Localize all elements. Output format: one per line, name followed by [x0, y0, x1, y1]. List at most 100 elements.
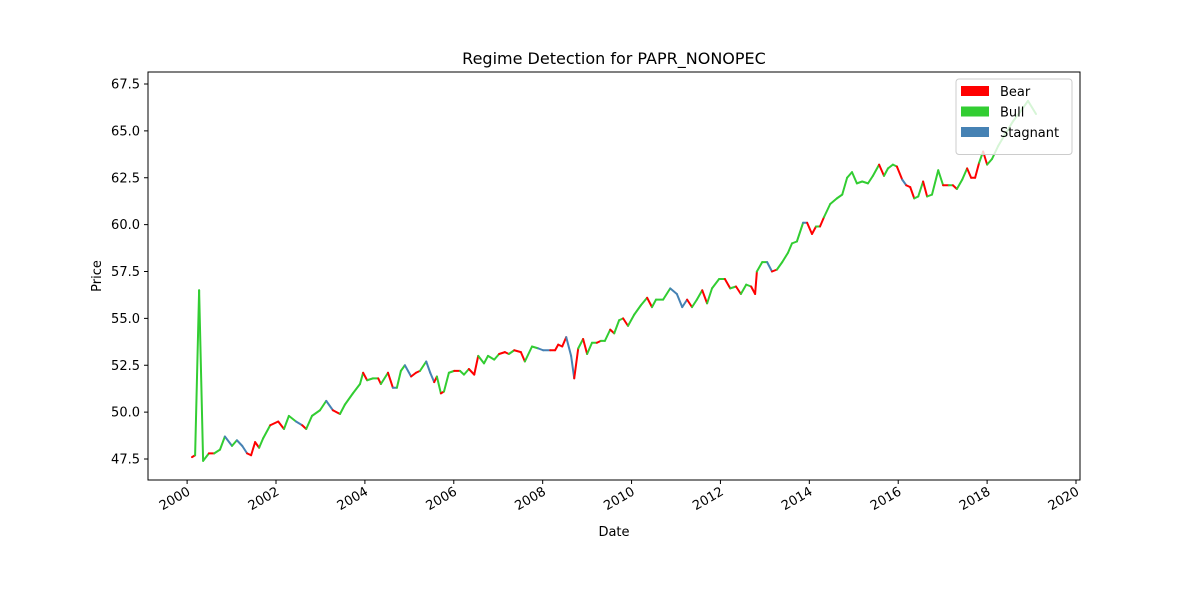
regime-segment [901, 178, 908, 187]
y-tick-label: 47.5 [111, 453, 140, 468]
chart-title: Regime Detection for PAPR_NONOPEC [462, 49, 766, 69]
regime-segment [213, 448, 221, 455]
regime-segment [781, 251, 789, 264]
regime-segment [729, 285, 737, 290]
regime-segment [387, 371, 394, 389]
regime-segment [565, 336, 573, 357]
regime-segment [695, 289, 704, 301]
regime-segment [627, 313, 636, 327]
regime-segment [622, 317, 629, 327]
regime-segment [922, 180, 929, 198]
regime-segment [706, 287, 713, 305]
regime-segment [531, 345, 540, 350]
regime-segment [366, 377, 374, 382]
legend: Bear Bull Stagnant [955, 78, 1073, 155]
regime-segment [675, 293, 684, 309]
y-tick-label: 52.5 [111, 359, 140, 374]
regime-segment [561, 336, 568, 348]
regime-segment [603, 328, 612, 342]
regime-segment [691, 298, 698, 309]
regime-segment [311, 409, 321, 417]
regime-segment [766, 261, 773, 273]
regime-segment [577, 338, 585, 350]
regime-segment [410, 371, 417, 378]
regime-segment [739, 283, 748, 295]
regime-segment [425, 360, 432, 374]
regime-segment [283, 414, 290, 430]
legend-label: Bull [1000, 106, 1024, 121]
legend-swatch [961, 86, 989, 96]
regime-segment [287, 414, 297, 423]
regime-segment [686, 298, 693, 309]
regime-segment [473, 354, 480, 376]
regime-segment [878, 163, 885, 177]
regime-segment [235, 439, 244, 447]
regime-segment [467, 368, 476, 376]
regime-segment [755, 261, 764, 273]
regime-segment [861, 180, 869, 185]
regime-segment [379, 371, 389, 385]
regime-segment [277, 420, 285, 430]
regime-segment [646, 296, 653, 309]
regime-segment [846, 171, 853, 179]
regime-segment [795, 221, 805, 243]
regime-segment [871, 163, 881, 177]
regime-segment [443, 371, 450, 393]
regime-segment [823, 203, 832, 219]
regime-segment [419, 360, 428, 372]
y-tick-label: 55.0 [111, 312, 140, 327]
regime-segment [851, 171, 858, 185]
regime-segment [582, 338, 589, 355]
regime-segment [570, 354, 576, 380]
y-tick-label: 50.0 [111, 406, 140, 421]
regime-segment [841, 176, 849, 196]
regime-segment [787, 242, 793, 254]
regime-segment [639, 296, 649, 307]
regime-segment [258, 437, 265, 449]
regime-segment [754, 270, 758, 295]
plot-frame [147, 71, 1081, 481]
regime-segment [586, 341, 593, 355]
regime-segment [435, 375, 442, 395]
regime-segment [262, 424, 272, 440]
regime-segment [909, 186, 916, 200]
regime-segment [351, 383, 361, 395]
regime-segment [250, 441, 257, 457]
regime-segment [523, 345, 533, 363]
regime-segment [339, 403, 346, 415]
regime-segment [198, 289, 205, 462]
regime-segment [362, 371, 369, 382]
regime-segment [269, 420, 280, 427]
regime-segment [775, 261, 784, 271]
regime-segment [651, 298, 657, 309]
regime-segment [966, 167, 973, 179]
regime-segment [895, 165, 904, 181]
regime-segment [701, 289, 709, 305]
regime-segment [883, 167, 889, 177]
regime-segment [887, 163, 894, 170]
regime-segment [343, 392, 354, 406]
regime-segment [498, 351, 506, 355]
regime-segment [931, 169, 940, 196]
regime-segment [194, 289, 201, 457]
regime-segment [819, 216, 825, 228]
regime-segment [955, 178, 964, 190]
regime-segment [513, 349, 522, 354]
regime-segment [806, 221, 813, 235]
regime-segment [669, 287, 678, 295]
y-tick-label: 57.5 [111, 265, 140, 280]
regime-segment [507, 349, 516, 355]
regime-segment [325, 399, 334, 412]
regime-segment [331, 409, 341, 415]
regime-segment [613, 319, 621, 335]
legend-swatch [961, 106, 989, 117]
regime-segment [811, 225, 817, 235]
regime-segment [493, 353, 501, 361]
regime-segment [487, 354, 496, 361]
regime-segment [483, 354, 489, 365]
regime-segment [319, 399, 328, 412]
regime-segment [295, 420, 304, 427]
regime-segment [429, 371, 436, 384]
regime-segment [305, 414, 313, 430]
